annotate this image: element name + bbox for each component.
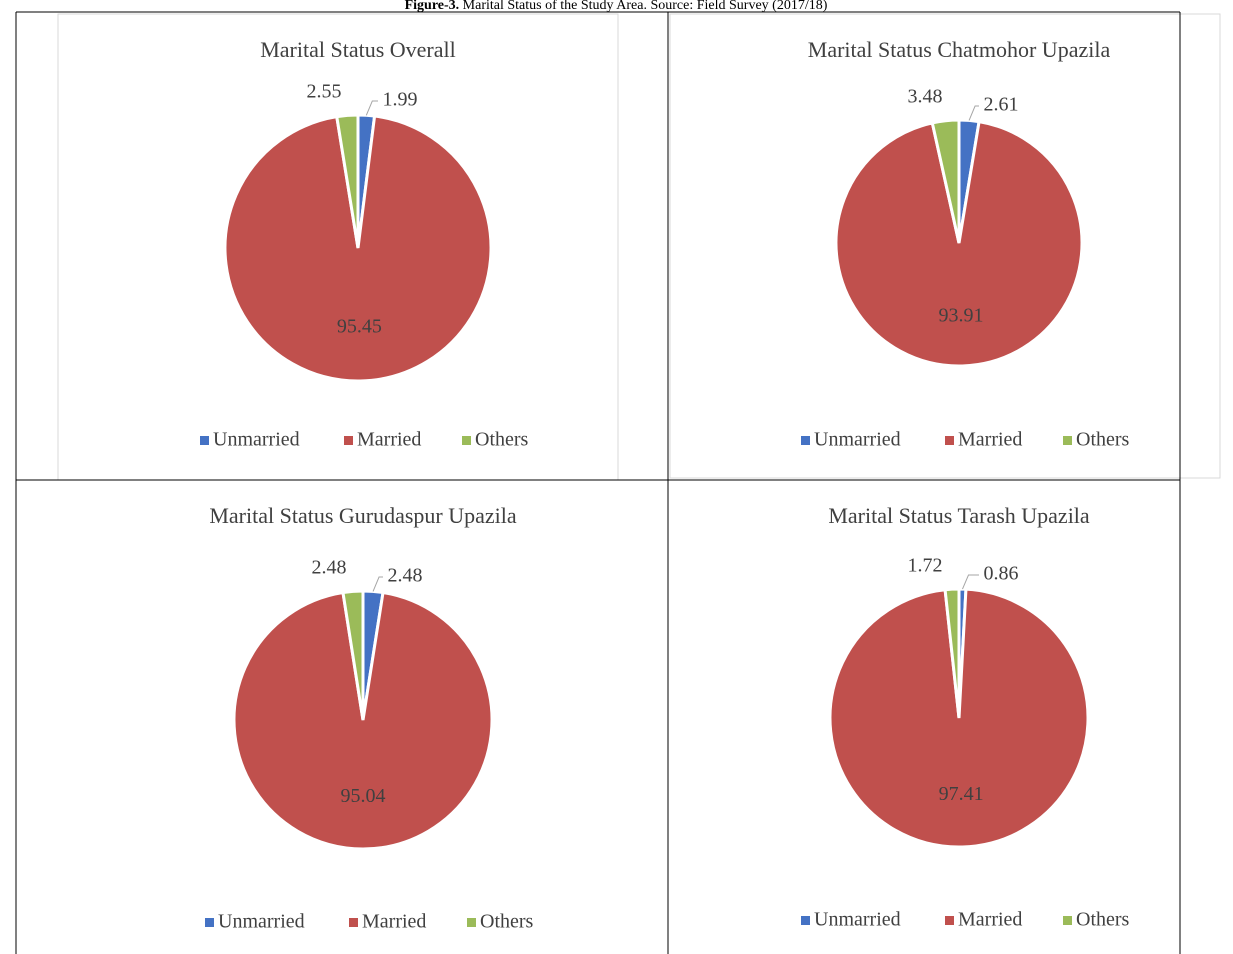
legend-swatch (349, 918, 358, 927)
legend-swatch (344, 436, 353, 445)
data-label: 95.45 (337, 315, 382, 337)
legend-swatch (945, 436, 954, 445)
pie-slice (834, 119, 1084, 368)
leader-line (962, 574, 979, 590)
pie-slice (335, 113, 360, 249)
pie-slice (232, 590, 494, 851)
legend-swatch (945, 916, 954, 925)
data-label: 1.99 (383, 89, 418, 111)
chart-title: Marital Status Tarash Upazila (828, 503, 1090, 528)
legend-label: Others (1076, 909, 1130, 931)
data-label: 3.48 (908, 86, 943, 108)
chart-frame (669, 13, 1221, 479)
legend-swatch (462, 436, 471, 445)
data-label: 97.41 (939, 783, 984, 805)
leader-line (968, 105, 979, 121)
pie-slice (341, 589, 365, 721)
legend-label: Others (475, 429, 529, 451)
legend-label: Others (1076, 429, 1130, 451)
data-label: 1.72 (908, 555, 943, 577)
data-label: 2.48 (388, 565, 423, 587)
legend-swatch (1063, 916, 1072, 925)
data-label: 2.48 (312, 557, 347, 579)
legend-label: Married (958, 909, 1022, 931)
legend-label: Married (958, 429, 1022, 451)
chart-title: Marital Status Overall (260, 37, 456, 62)
legend-label: Unmarried (213, 429, 300, 451)
legend-label: Unmarried (218, 911, 305, 933)
caption-label: Figure-3. (405, 0, 460, 13)
chart-title: Marital Status Gurudaspur Upazila (209, 503, 517, 528)
pie-slice (943, 587, 961, 719)
legend-swatch (200, 436, 209, 445)
chart-title: Marital Status Chatmohor Upazila (808, 37, 1111, 62)
legend-swatch (467, 918, 476, 927)
leader-line (372, 576, 383, 592)
legend-swatch (801, 916, 810, 925)
legend-label: Others (480, 911, 534, 933)
leader-line (365, 100, 378, 116)
data-label: 2.55 (307, 81, 342, 103)
legend-swatch (801, 436, 810, 445)
data-label: 95.04 (341, 785, 386, 807)
data-label: 0.86 (984, 563, 1019, 585)
legend-swatch (1063, 436, 1072, 445)
pie-slice (930, 118, 961, 244)
legend-label: Married (357, 429, 421, 451)
pie-slice (223, 114, 493, 383)
caption: Figure-3. Marital Status of the Study Ar… (405, 0, 828, 13)
legend-label: Married (362, 911, 426, 933)
caption-text: Marital Status of the Study Area. Source… (463, 0, 828, 13)
legend-label: Unmarried (814, 429, 901, 451)
data-label: 93.91 (939, 304, 984, 326)
legend-swatch (205, 918, 214, 927)
data-label: 2.61 (984, 94, 1019, 116)
legend-label: Unmarried (814, 909, 901, 931)
